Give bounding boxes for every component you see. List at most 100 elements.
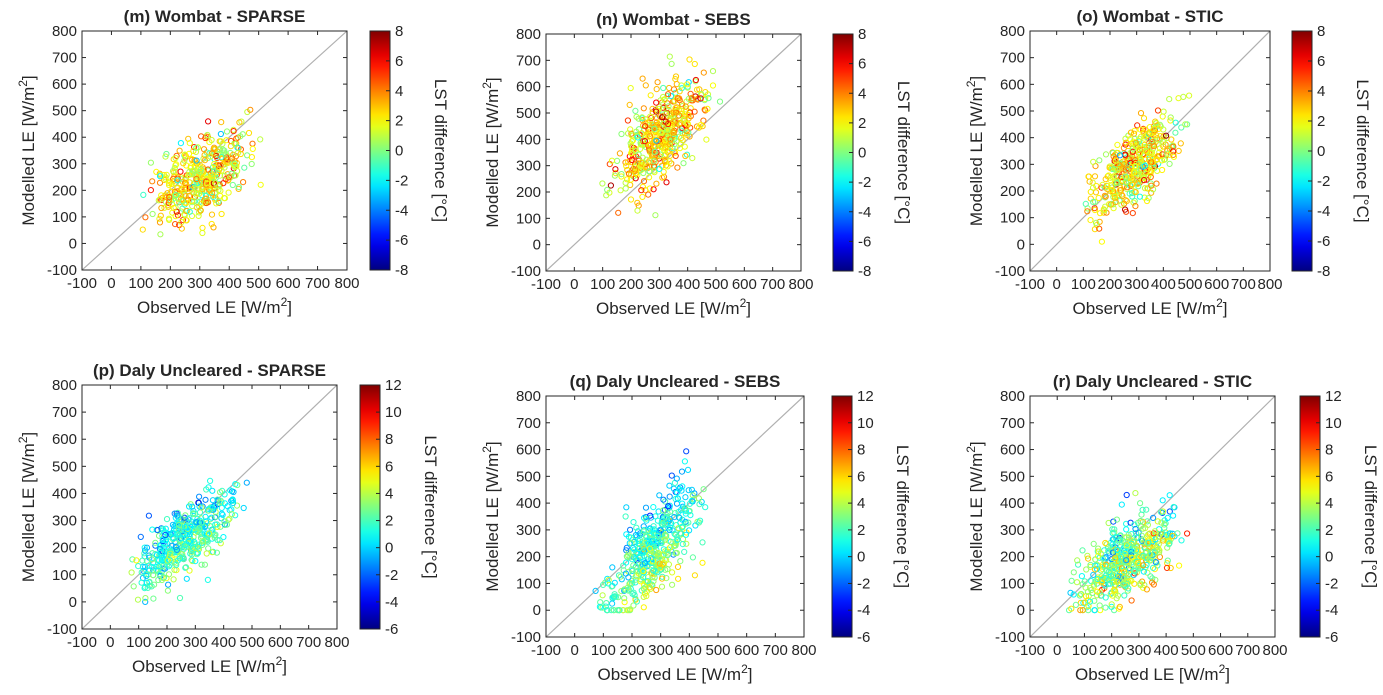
data-point [1166, 96, 1173, 103]
data-point [655, 508, 662, 515]
data-point [1090, 540, 1097, 548]
data-point [1161, 524, 1168, 532]
data-point [177, 523, 185, 530]
data-point [1097, 210, 1104, 217]
y-tick-label: 800 [1000, 23, 1025, 40]
data-point [1109, 174, 1117, 181]
data-point [636, 554, 643, 561]
data-point [1128, 554, 1135, 561]
x-tick-label: 400 [1154, 642, 1179, 659]
data-point [1169, 532, 1176, 540]
data-point [156, 219, 164, 226]
x-tick-label: 300 [647, 276, 672, 293]
data-point [209, 150, 216, 157]
y-tick-label: 400 [52, 129, 77, 146]
data-point [664, 126, 671, 133]
y-tick-label: 400 [1000, 130, 1025, 147]
data-point [683, 151, 691, 158]
data-point [618, 171, 625, 178]
data-point [180, 555, 187, 563]
data-point [171, 165, 178, 172]
data-point [1154, 518, 1161, 525]
data-point [221, 172, 228, 179]
data-point [1131, 127, 1138, 134]
data-point [1132, 525, 1139, 533]
data-point [169, 184, 176, 191]
colorbar-tick-label: 2 [385, 513, 393, 530]
y-tick-label: 700 [516, 415, 541, 432]
data-point [1088, 586, 1095, 594]
y-tick-label: -100 [47, 621, 77, 638]
data-point [689, 492, 696, 499]
data-point [1170, 503, 1177, 511]
data-point [665, 550, 672, 557]
data-point [655, 551, 662, 558]
data-point [1137, 580, 1144, 587]
data-point [650, 567, 657, 574]
x-tick-label: 700 [1231, 276, 1256, 293]
data-point [181, 151, 188, 158]
data-point [176, 594, 184, 602]
data-point [130, 583, 137, 590]
data-point [1160, 139, 1167, 146]
data-point [135, 563, 142, 570]
data-point [675, 575, 682, 582]
colorbar-label: LST difference [°C] [1361, 445, 1380, 588]
data-point [1151, 528, 1159, 535]
data-point [186, 140, 193, 147]
data-point [205, 118, 212, 125]
data-point [665, 91, 672, 98]
data-point [624, 607, 631, 614]
data-point [1143, 586, 1151, 593]
data-point [199, 503, 206, 510]
data-point [1137, 500, 1144, 507]
colorbar-tick-label: 0 [858, 145, 866, 162]
data-point [139, 557, 146, 564]
data-point [1129, 210, 1136, 217]
data-point [186, 208, 193, 215]
data-point [160, 574, 168, 581]
data-point [197, 168, 204, 175]
data-point [1131, 162, 1139, 170]
data-point [686, 133, 693, 140]
colorbar-tick-label: 4 [1325, 495, 1333, 512]
x-tick-label: 600 [732, 276, 757, 293]
data-point [647, 514, 655, 521]
y-tick-label: 100 [52, 567, 77, 584]
data-point [1164, 557, 1171, 564]
data-point [1131, 521, 1138, 528]
data-point [672, 152, 679, 159]
colorbar-tick-label: 6 [858, 56, 866, 73]
data-point [699, 559, 706, 566]
data-point [1112, 157, 1119, 164]
x-tick-label: 200 [1099, 642, 1124, 659]
data-point [230, 128, 237, 135]
data-point [1150, 514, 1157, 522]
colorbar-tick-label: 8 [1317, 23, 1325, 40]
data-point [165, 563, 172, 570]
data-point [607, 182, 615, 189]
data-point [1143, 143, 1150, 150]
data-point [1102, 582, 1109, 589]
y-tick-label: 300 [52, 513, 77, 530]
data-point [1092, 562, 1099, 569]
data-point [155, 563, 162, 570]
data-point [642, 504, 650, 511]
data-point [1102, 539, 1109, 547]
data-point [1096, 157, 1103, 164]
data-point [140, 191, 147, 198]
data-point [1104, 186, 1111, 193]
x-tick-label: 500 [703, 276, 728, 293]
data-point [196, 541, 203, 548]
x-tick-label: 200 [619, 642, 644, 659]
data-point [1084, 588, 1092, 595]
data-point [1112, 198, 1119, 206]
data-point [641, 138, 649, 145]
data-point [1141, 185, 1149, 192]
data-point [659, 507, 667, 514]
data-point [638, 539, 646, 546]
colorbar-tick-label: -6 [1317, 233, 1330, 250]
data-point [1167, 117, 1174, 124]
data-point [662, 498, 669, 505]
colorbar-tick-label: 12 [857, 388, 874, 405]
